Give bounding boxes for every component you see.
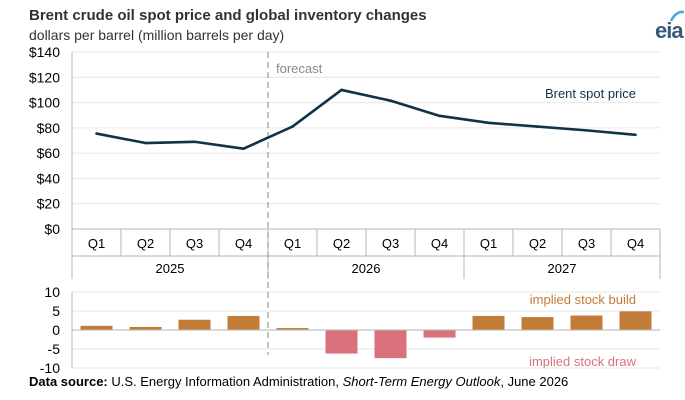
brent-price-point xyxy=(389,99,392,102)
quarter-label: Q4 xyxy=(235,236,252,251)
quarter-label: Q1 xyxy=(480,236,497,251)
brent-price-point xyxy=(487,121,490,125)
chart-labels: $0 $20 $40 $60 $80 $100 $120 $140 -10 -5 0 5 10 Q1 Q2 Q… xyxy=(29,44,644,376)
quarter-label: Q2 xyxy=(137,236,154,251)
price-tick-label: $40 xyxy=(37,170,61,186)
brent-price-point xyxy=(193,140,196,144)
inventory-tick-label: 5 xyxy=(52,303,60,319)
data-source-label: Data source: xyxy=(29,374,108,389)
stock-draw-bar xyxy=(374,330,407,359)
stock-build-bar xyxy=(178,319,211,330)
price-line-group xyxy=(95,88,637,151)
stock-build-bar xyxy=(619,311,652,330)
year-label: 2026 xyxy=(352,261,381,276)
inventory-gridlines xyxy=(72,291,660,369)
price-tick-label: $0 xyxy=(44,221,60,237)
stock-build-bar xyxy=(276,328,309,330)
quarter-label: Q3 xyxy=(382,236,399,251)
inventory-tick-label: 0 xyxy=(52,322,60,338)
brent-price-point xyxy=(634,133,637,137)
quarter-label: Q4 xyxy=(431,236,448,251)
brent-price-point xyxy=(144,141,147,145)
stock-build-bar xyxy=(472,315,505,330)
stock-build-bar xyxy=(227,315,260,330)
chart-axes xyxy=(71,52,661,368)
inventory-bars xyxy=(80,311,652,359)
brent-price-point xyxy=(95,132,98,135)
quarter-label: Q4 xyxy=(627,236,644,251)
stock-draw-bar xyxy=(423,330,456,338)
brent-price-point xyxy=(242,147,245,151)
data-source-report-title: Short-Term Energy Outlook xyxy=(342,374,501,389)
eia-logo-arc xyxy=(670,10,685,22)
brent-price-point xyxy=(536,125,539,128)
year-label: 2025 xyxy=(156,261,185,276)
inventory-tick-label: -5 xyxy=(48,341,61,357)
quarter-label: Q1 xyxy=(88,236,105,251)
stock-build-bar xyxy=(570,315,603,330)
stock-build-label: implied stock build xyxy=(530,292,636,307)
brent-series-label: Brent spot price xyxy=(545,86,636,101)
price-gridlines xyxy=(72,51,660,205)
eia-logo: eia xyxy=(655,18,684,43)
price-tick-label: $80 xyxy=(37,120,61,136)
stock-draw-label: implied stock draw xyxy=(529,354,637,369)
stock-build-bar xyxy=(521,317,554,330)
price-tick-label: $20 xyxy=(37,196,61,212)
quarter-label: Q3 xyxy=(578,236,595,251)
chart-title: Brent crude oil spot price and global in… xyxy=(29,7,427,24)
stock-build-bar xyxy=(129,326,162,330)
quarter-label: Q2 xyxy=(333,236,350,251)
price-tick-label: $120 xyxy=(29,69,60,85)
brent-price-point xyxy=(585,129,588,132)
price-tick-label: $60 xyxy=(37,145,61,161)
inventory-tick-label: -10 xyxy=(40,360,60,376)
year-label: 2027 xyxy=(548,261,577,276)
quarter-label: Q3 xyxy=(186,236,203,251)
stock-draw-bar xyxy=(325,330,358,354)
brent-price-point xyxy=(438,114,441,118)
price-tick-label: $100 xyxy=(29,95,60,111)
brent-price-point xyxy=(340,88,343,92)
quarter-label: Q1 xyxy=(284,236,301,251)
data-source-note: Data source: U.S. Energy Information Adm… xyxy=(29,374,568,389)
quarter-label: Q2 xyxy=(529,236,546,251)
stock-build-bar xyxy=(80,325,113,330)
data-source-text-after: , June 2026 xyxy=(500,374,569,389)
chart-subtitle: dollars per barrel (million barrels per … xyxy=(29,27,285,43)
forecast-label: forecast xyxy=(276,61,323,76)
data-source-text-before: U.S. Energy Information Administration, xyxy=(107,374,343,389)
brent-price-line xyxy=(96,88,636,151)
price-tick-label: $140 xyxy=(29,44,60,60)
brent-price-point xyxy=(291,125,294,128)
inventory-tick-label: 10 xyxy=(44,284,60,300)
